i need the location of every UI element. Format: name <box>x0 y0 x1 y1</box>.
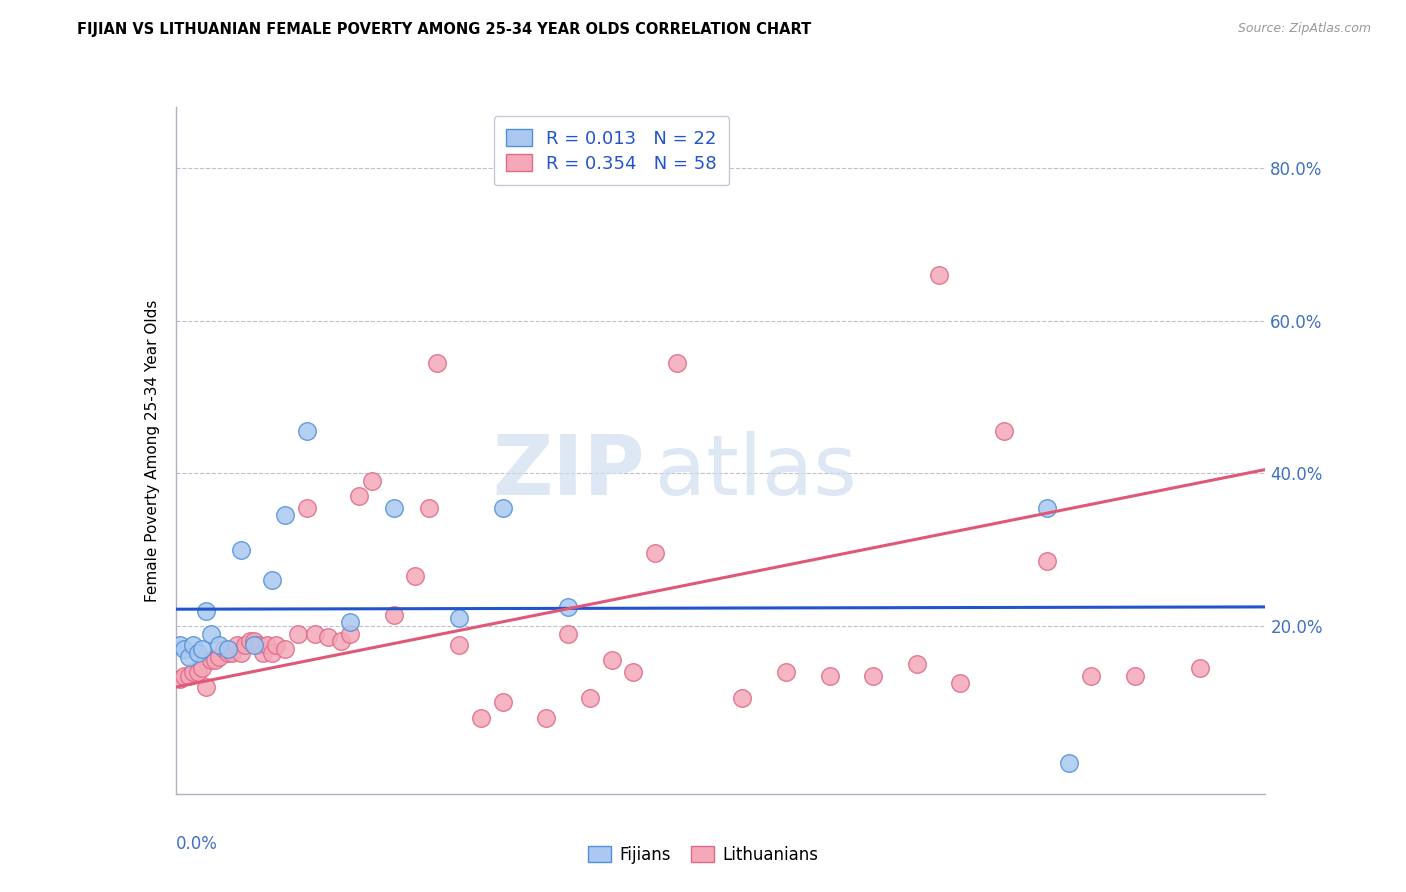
Point <box>243 634 266 648</box>
Point <box>579 691 602 706</box>
Point <box>204 653 226 667</box>
Point <box>382 500 405 515</box>
Point <box>173 641 195 656</box>
Point <box>231 646 253 660</box>
Point <box>181 665 204 679</box>
Point <box>339 626 361 640</box>
Point <box>1080 668 1102 682</box>
Point <box>208 638 231 652</box>
Point <box>191 661 214 675</box>
Point <box>217 646 239 660</box>
Legend: Fijians, Lithuanians: Fijians, Lithuanians <box>581 839 825 871</box>
Point <box>470 710 492 724</box>
Point <box>191 641 214 656</box>
Point <box>339 615 361 630</box>
Text: atlas: atlas <box>655 431 856 512</box>
Point <box>557 599 579 614</box>
Point <box>418 500 440 515</box>
Point <box>818 668 841 682</box>
Point <box>644 546 666 561</box>
Point <box>1036 554 1059 568</box>
Point <box>318 631 340 645</box>
Point <box>274 508 297 523</box>
Point <box>177 668 200 682</box>
Point <box>905 657 928 672</box>
Point <box>426 356 449 370</box>
Point <box>260 573 283 587</box>
Point <box>200 626 222 640</box>
Point <box>295 500 318 515</box>
Point <box>621 665 644 679</box>
Point <box>274 641 297 656</box>
Point <box>492 500 515 515</box>
Point <box>243 638 266 652</box>
Point <box>534 710 557 724</box>
Point <box>993 425 1015 439</box>
Point <box>666 356 689 370</box>
Point <box>405 569 427 583</box>
Point <box>208 649 231 664</box>
Point <box>600 653 623 667</box>
Point <box>225 638 247 652</box>
Point <box>200 653 222 667</box>
Point <box>928 268 950 282</box>
Point <box>447 611 470 625</box>
Point <box>382 607 405 622</box>
Point <box>195 680 218 694</box>
Point <box>1123 668 1146 682</box>
Point <box>235 638 257 652</box>
Point <box>492 695 515 709</box>
Point <box>169 638 191 652</box>
Text: 0.0%: 0.0% <box>176 835 218 853</box>
Point <box>949 676 972 690</box>
Point <box>557 626 579 640</box>
Point <box>347 489 370 503</box>
Point <box>221 646 243 660</box>
Point <box>256 638 278 652</box>
Point <box>260 646 283 660</box>
Point <box>731 691 754 706</box>
Point <box>264 638 287 652</box>
Point <box>181 638 204 652</box>
Point <box>447 638 470 652</box>
Point <box>360 474 382 488</box>
Point <box>186 665 209 679</box>
Point <box>186 646 209 660</box>
Point <box>231 542 253 557</box>
Y-axis label: Female Poverty Among 25-34 Year Olds: Female Poverty Among 25-34 Year Olds <box>145 300 160 601</box>
Point <box>212 641 235 656</box>
Point <box>1036 500 1059 515</box>
Text: FIJIAN VS LITHUANIAN FEMALE POVERTY AMONG 25-34 YEAR OLDS CORRELATION CHART: FIJIAN VS LITHUANIAN FEMALE POVERTY AMON… <box>77 22 811 37</box>
Text: Source: ZipAtlas.com: Source: ZipAtlas.com <box>1237 22 1371 36</box>
Point <box>1057 756 1080 771</box>
Text: ZIP: ZIP <box>492 431 644 512</box>
Point <box>169 673 191 687</box>
Point <box>304 626 326 640</box>
Point <box>775 665 797 679</box>
Point <box>247 638 270 652</box>
Point <box>239 634 262 648</box>
Legend: R = 0.013   N = 22, R = 0.354   N = 58: R = 0.013 N = 22, R = 0.354 N = 58 <box>494 116 730 186</box>
Point <box>177 649 200 664</box>
Point <box>287 626 309 640</box>
Point <box>252 646 274 660</box>
Point <box>217 641 239 656</box>
Point <box>862 668 884 682</box>
Point <box>295 425 318 439</box>
Point <box>195 604 218 618</box>
Point <box>330 634 353 648</box>
Point <box>173 668 195 682</box>
Point <box>1189 661 1212 675</box>
